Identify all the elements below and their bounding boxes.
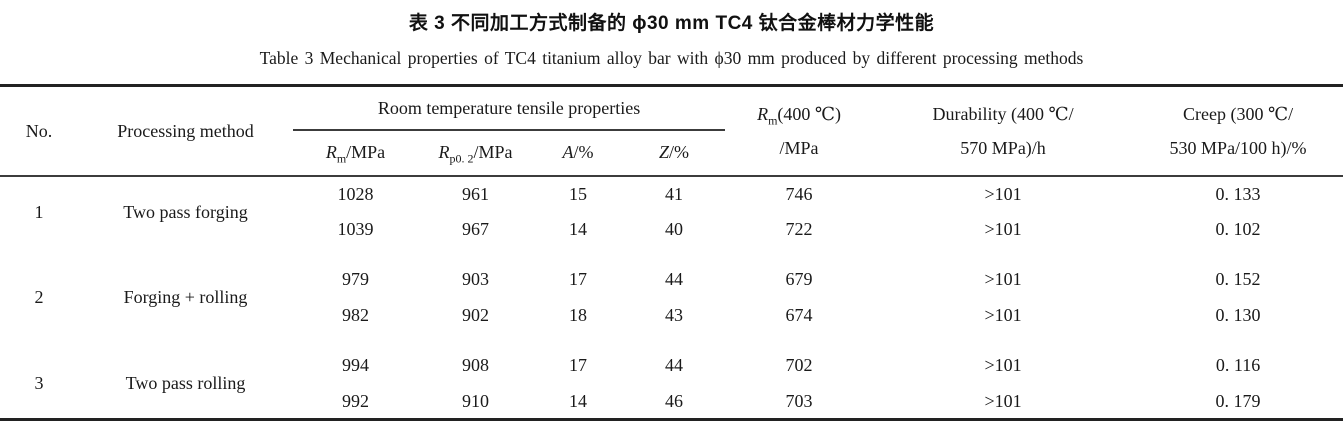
cell-durability: >101	[984, 269, 1022, 290]
cell-durability: >101	[984, 219, 1022, 240]
cell-no: 2	[34, 287, 44, 308]
cell-durability: >101	[984, 305, 1022, 326]
cell-rp02: 902	[462, 305, 489, 326]
table-row: 1 Two pass forging 1028 961 15 41 746 >1…	[0, 176, 1343, 222]
header-processing-method: Processing method	[117, 120, 254, 141]
properties-table: No. Processing method Room temperature t…	[0, 84, 1343, 421]
cell-rp02: 908	[462, 355, 489, 376]
cell-no: 3	[34, 372, 44, 393]
cell-no: 1	[34, 201, 44, 222]
cell-rm400: 722	[785, 219, 813, 240]
header-rp02-unit: /MPa	[473, 142, 513, 163]
group-spacer	[0, 248, 1343, 262]
cell-elongation: 17	[569, 355, 587, 376]
cell-elongation: 14	[569, 219, 587, 240]
header-tensile-group: Room temperature tensile properties	[293, 85, 726, 131]
cell-rm400: 679	[785, 269, 813, 290]
header-creep-line2: 530 MPa/100 h)/%	[1169, 137, 1307, 158]
cell-durability: >101	[984, 355, 1022, 376]
cell-elongation: 17	[569, 269, 587, 290]
cell-rm400: 746	[785, 183, 813, 204]
header-rp02: Rp0. 2/MPa	[418, 130, 533, 176]
cell-rm: 979	[342, 269, 369, 290]
cell-rp02: 903	[462, 269, 489, 290]
cell-rm400: 702	[785, 355, 813, 376]
header-rm400: Rm(400 ℃) /MPa	[725, 86, 873, 176]
cell-rm: 1039	[337, 219, 374, 240]
table-row: 3 Two pass rolling 994 908 17 44 702 >10…	[0, 348, 1343, 392]
header-rm400-sub: m	[768, 113, 778, 128]
header-durability-line2: 570 MPa)/h	[960, 137, 1046, 158]
cell-reduction: 40	[665, 219, 684, 240]
table-header: No. Processing method Room temperature t…	[0, 85, 1343, 176]
cell-rp02: 961	[462, 183, 489, 204]
cell-creep: 0. 179	[1215, 390, 1261, 411]
header-rm-unit: /MPa	[346, 142, 386, 163]
cell-rp02: 967	[462, 219, 489, 240]
header-elongation: A/%	[533, 130, 623, 176]
header-creep-line1: Creep (300 ℃/	[1182, 103, 1294, 124]
table-title-cn: 表 3 不同加工方式制备的 ϕ30 mm TC4 钛合金棒材力学性能	[408, 13, 935, 34]
cell-reduction: 46	[665, 390, 684, 411]
header-rm-sub: m	[336, 151, 347, 166]
header-elongation-symbol: A	[562, 142, 574, 163]
cell-durability: >101	[984, 390, 1022, 411]
cell-elongation: 18	[569, 305, 587, 326]
cell-reduction: 44	[665, 355, 684, 376]
header-rm400-line2: /MPa	[779, 137, 819, 158]
cell-method: Two pass forging	[123, 201, 248, 222]
cell-reduction: 43	[665, 305, 684, 326]
table-row: 992 910 14 46 703 >101 0. 179	[0, 384, 1343, 420]
cell-rm: 994	[342, 355, 369, 376]
cell-rm: 992	[342, 390, 369, 411]
header-reduction: Z/%	[623, 130, 725, 176]
cell-rm400: 703	[785, 390, 813, 411]
header-rm: Rm/MPa	[293, 130, 418, 176]
cell-method: Forging + rolling	[123, 287, 248, 308]
cell-rm: 982	[342, 305, 369, 326]
cell-creep: 0. 152	[1215, 269, 1261, 290]
cell-elongation: 15	[569, 183, 587, 204]
header-rm400-cond: (400 ℃)	[777, 103, 842, 124]
header-reduction-symbol: Z	[659, 142, 670, 163]
cell-elongation: 14	[569, 390, 587, 411]
header-rm400-line1: Rm(400 ℃)	[725, 97, 873, 131]
header-reduction-unit: /%	[669, 142, 690, 163]
cell-rm400: 674	[785, 305, 813, 326]
cell-rp02: 910	[462, 390, 489, 411]
header-durability-line1: Durability (400 ℃/	[932, 103, 1074, 124]
table-row: 1039 967 14 40 722 >101 0. 102	[0, 212, 1343, 248]
header-tensile-group-label: Room temperature tensile properties	[377, 98, 641, 118]
header-durability: Durability (400 ℃/ 570 MPa)/h	[873, 86, 1133, 176]
cell-rm: 1028	[337, 183, 374, 204]
cell-durability: >101	[984, 183, 1022, 204]
table-row: 2 Forging + rolling 979 903 17 44 679 >1…	[0, 262, 1343, 307]
header-rp02-sub: p0. 2	[449, 151, 474, 166]
cell-creep: 0. 130	[1215, 305, 1261, 326]
header-row-2: Rm/MPa Rp0. 2/MPa A/% Z/%	[0, 130, 1343, 176]
table-title-en: Table 3 Mechanical properties of TC4 tit…	[259, 48, 1084, 68]
header-creep: Creep (300 ℃/ 530 MPa/100 h)/%	[1133, 86, 1343, 176]
group-spacer	[0, 334, 1343, 348]
table-body: 1 Two pass forging 1028 961 15 41 746 >1…	[0, 176, 1343, 420]
cell-creep: 0. 102	[1215, 219, 1261, 240]
header-rp02-symbol: R	[438, 142, 450, 163]
header-elongation-unit: /%	[573, 142, 594, 163]
cell-reduction: 41	[665, 183, 684, 204]
cell-creep: 0. 116	[1215, 355, 1261, 376]
cell-creep: 0. 133	[1215, 183, 1261, 204]
header-row-1: No. Processing method Room temperature t…	[0, 85, 1343, 158]
cell-reduction: 44	[665, 269, 684, 290]
header-no: No.	[25, 120, 53, 141]
table-row: 982 902 18 43 674 >101 0. 130	[0, 298, 1343, 334]
header-rm-symbol: R	[325, 142, 337, 163]
cell-method: Two pass rolling	[125, 372, 246, 393]
header-rm400-symbol: R	[757, 103, 769, 124]
